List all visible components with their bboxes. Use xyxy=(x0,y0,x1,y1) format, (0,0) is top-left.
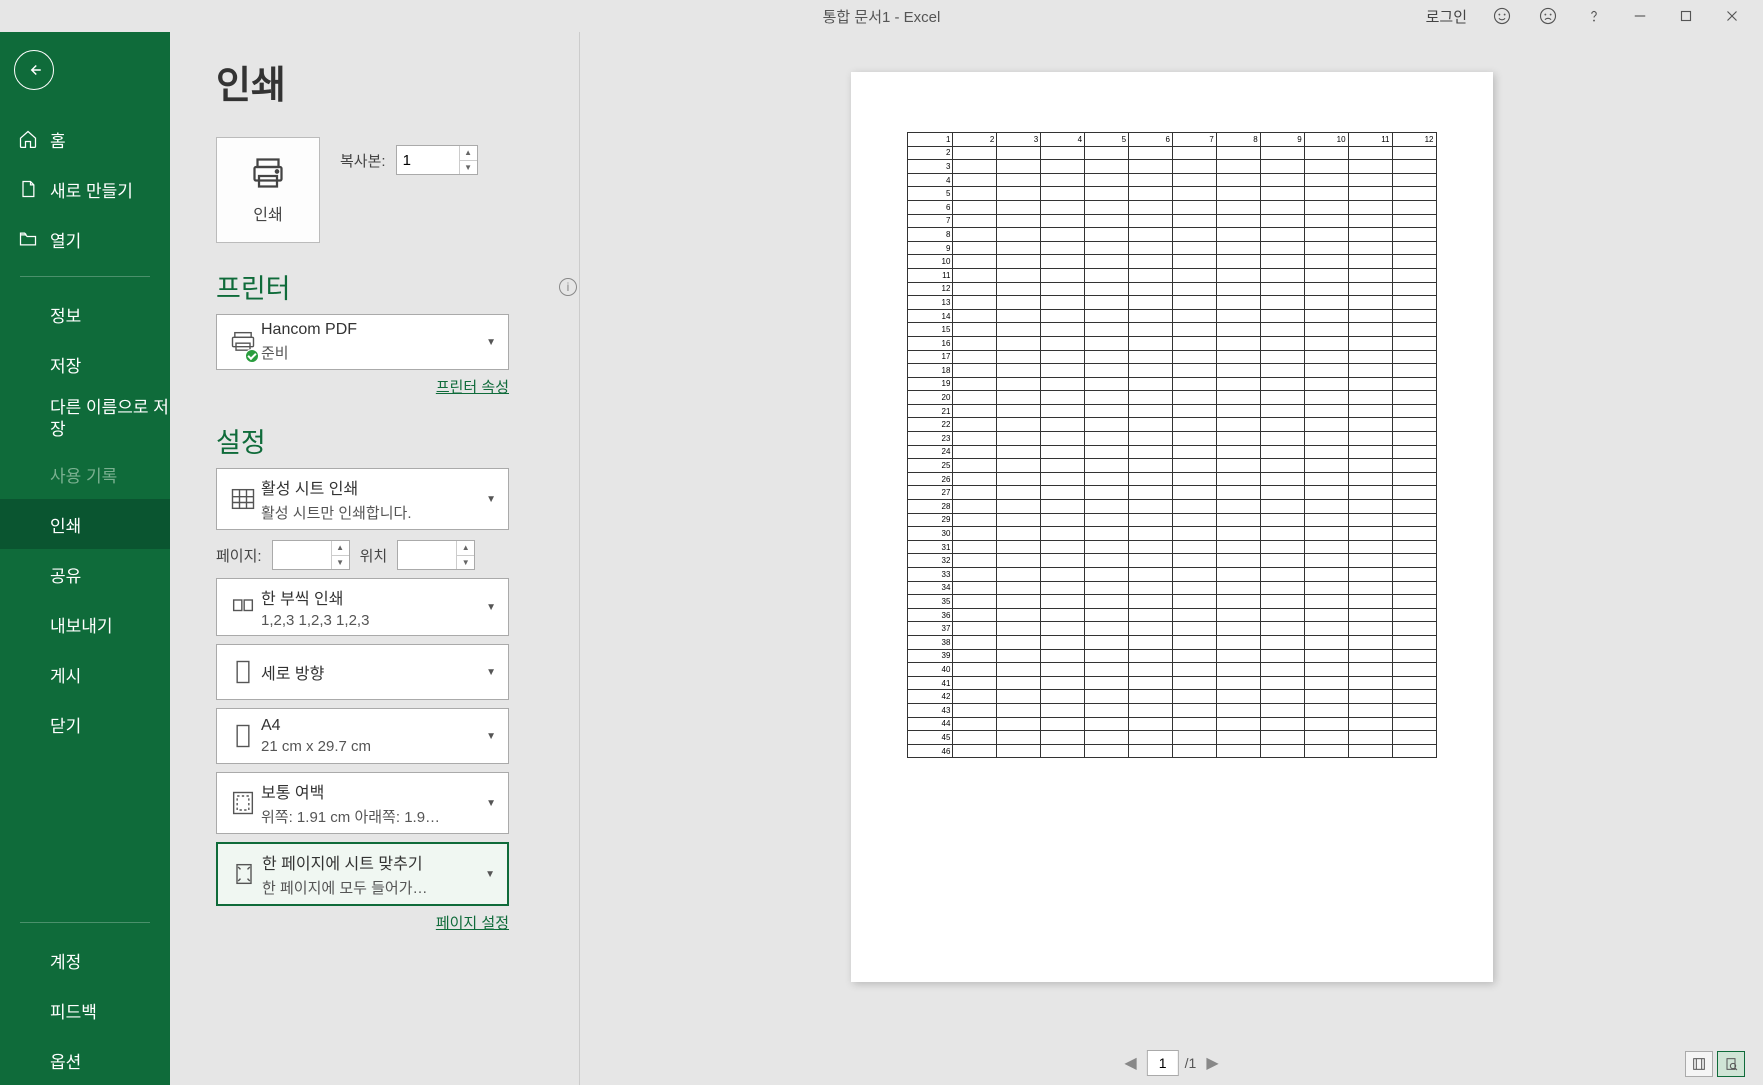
chevron-down-icon: ▼ xyxy=(482,731,500,742)
sidebar-item-info[interactable]: 정보 xyxy=(0,289,170,339)
sidebar-item-home[interactable]: 홈 xyxy=(0,114,170,164)
copies-up[interactable]: ▲ xyxy=(460,146,477,161)
close-button[interactable] xyxy=(1709,0,1755,32)
page-title: 인쇄 xyxy=(216,54,579,109)
chevron-down-icon: ▼ xyxy=(482,798,500,809)
sidebar-item-export[interactable]: 내보내기 xyxy=(0,599,170,649)
orientation-dropdown[interactable]: 세로 방향 ▼ xyxy=(216,644,509,700)
printer-properties-link[interactable]: 프린터 속성 xyxy=(436,379,509,396)
backstage-sidebar: 홈 새로 만들기 열기 정보 저장 다른 이름으로 저장 사용 기록 인쇄 공유… xyxy=(0,32,170,1085)
show-margins-button[interactable] xyxy=(1685,1051,1713,1077)
total-pages: /1 xyxy=(1185,1055,1197,1071)
chevron-down-icon: ▼ xyxy=(482,602,500,613)
sheets-icon xyxy=(225,485,261,513)
divider xyxy=(20,276,150,277)
help-icon[interactable] xyxy=(1571,0,1617,32)
page-icon xyxy=(225,722,261,750)
printer-status: 준비 xyxy=(261,342,482,363)
sidebar-item-save-as[interactable]: 다른 이름으로 저장 xyxy=(0,389,170,449)
sad-face-icon[interactable] xyxy=(1525,0,1571,32)
maximize-button[interactable] xyxy=(1663,0,1709,32)
print-preview-panel: 1234567891011122345678910111213141516171… xyxy=(580,32,1763,1085)
sidebar-item-history: 사용 기록 xyxy=(0,449,170,499)
page-navigation: ◀ /1 ▶ xyxy=(1120,1049,1222,1077)
copies-label: 복사본: xyxy=(340,150,386,171)
back-button[interactable] xyxy=(14,50,54,90)
printer-name: Hancom PDF xyxy=(261,321,482,339)
chevron-down-icon: ▼ xyxy=(482,494,500,505)
minimize-button[interactable] xyxy=(1617,0,1663,32)
portrait-icon xyxy=(225,658,261,686)
copies-input[interactable] xyxy=(397,146,459,174)
chevron-down-icon: ▼ xyxy=(482,337,500,348)
sidebar-item-new[interactable]: 새로 만들기 xyxy=(0,164,170,214)
copies-spinner[interactable]: ▲▼ xyxy=(396,145,478,175)
margins-dropdown[interactable]: 보통 여백 위쪽: 1.91 cm 아래쪽: 1.9… ▼ xyxy=(216,772,509,834)
print-what-dropdown[interactable]: 활성 시트 인쇄 활성 시트만 인쇄합니다. ▼ xyxy=(216,468,509,530)
sidebar-item-feedback[interactable]: 피드백 xyxy=(0,985,170,1035)
pages-to-input[interactable] xyxy=(398,541,456,569)
printer-section-title: 프린터 xyxy=(216,267,291,306)
sidebar-item-save[interactable]: 저장 xyxy=(0,339,170,389)
scaling-icon xyxy=(226,860,262,888)
printer-dropdown[interactable]: Hancom PDF 준비 ▼ xyxy=(216,314,509,370)
titlebar-actions: 로그인 xyxy=(1414,0,1755,32)
preview-grid: 1234567891011122345678910111213141516171… xyxy=(907,132,1437,758)
pages-from-label: 페이지: xyxy=(216,545,262,566)
pages-from-input[interactable] xyxy=(273,541,331,569)
chevron-down-icon: ▼ xyxy=(481,869,499,880)
next-page-button[interactable]: ▶ xyxy=(1202,1049,1222,1077)
margins-icon xyxy=(225,789,261,817)
printer-icon xyxy=(225,328,261,356)
happy-face-icon[interactable] xyxy=(1479,0,1525,32)
login-button[interactable]: 로그인 xyxy=(1414,6,1479,27)
divider xyxy=(20,922,150,923)
print-button[interactable]: 인쇄 xyxy=(216,137,320,243)
info-icon[interactable]: i xyxy=(559,278,577,296)
sidebar-item-print[interactable]: 인쇄 xyxy=(0,499,170,549)
page-preview: 1234567891011122345678910111213141516171… xyxy=(851,72,1493,982)
prev-page-button[interactable]: ◀ xyxy=(1120,1049,1140,1077)
zoom-to-page-button[interactable] xyxy=(1717,1051,1745,1077)
titlebar: 통합 문서1 - Excel 로그인 xyxy=(0,0,1763,32)
sidebar-item-publish[interactable]: 게시 xyxy=(0,649,170,699)
collate-icon xyxy=(225,593,261,621)
print-settings-panel: 인쇄 인쇄 복사본: ▲▼ 프린터 i xyxy=(170,32,580,1085)
status-badge-icon xyxy=(245,349,259,363)
collation-dropdown[interactable]: 한 부씩 인쇄 1,2,3 1,2,3 1,2,3 ▼ xyxy=(216,578,509,636)
zoom-controls xyxy=(1685,1051,1745,1077)
sidebar-item-open[interactable]: 열기 xyxy=(0,214,170,264)
scaling-dropdown[interactable]: 한 페이지에 시트 맞추기 한 페이지에 모두 들어가… ▼ xyxy=(216,842,509,906)
sidebar-item-options[interactable]: 옵션 xyxy=(0,1035,170,1085)
sidebar-item-share[interactable]: 공유 xyxy=(0,549,170,599)
settings-section-title: 설정 xyxy=(216,421,266,460)
current-page-input[interactable] xyxy=(1147,1050,1179,1076)
print-button-label: 인쇄 xyxy=(253,201,282,225)
page-setup-link[interactable]: 페이지 설정 xyxy=(436,915,509,932)
copies-down[interactable]: ▼ xyxy=(460,161,477,175)
paper-size-dropdown[interactable]: A4 21 cm x 29.7 cm ▼ xyxy=(216,708,509,764)
sidebar-item-account[interactable]: 계정 xyxy=(0,935,170,985)
chevron-down-icon: ▼ xyxy=(482,667,500,678)
pages-to-label: 위치 xyxy=(360,545,388,566)
sidebar-item-close[interactable]: 닫기 xyxy=(0,699,170,749)
document-title: 통합 문서1 - Excel xyxy=(823,6,941,27)
